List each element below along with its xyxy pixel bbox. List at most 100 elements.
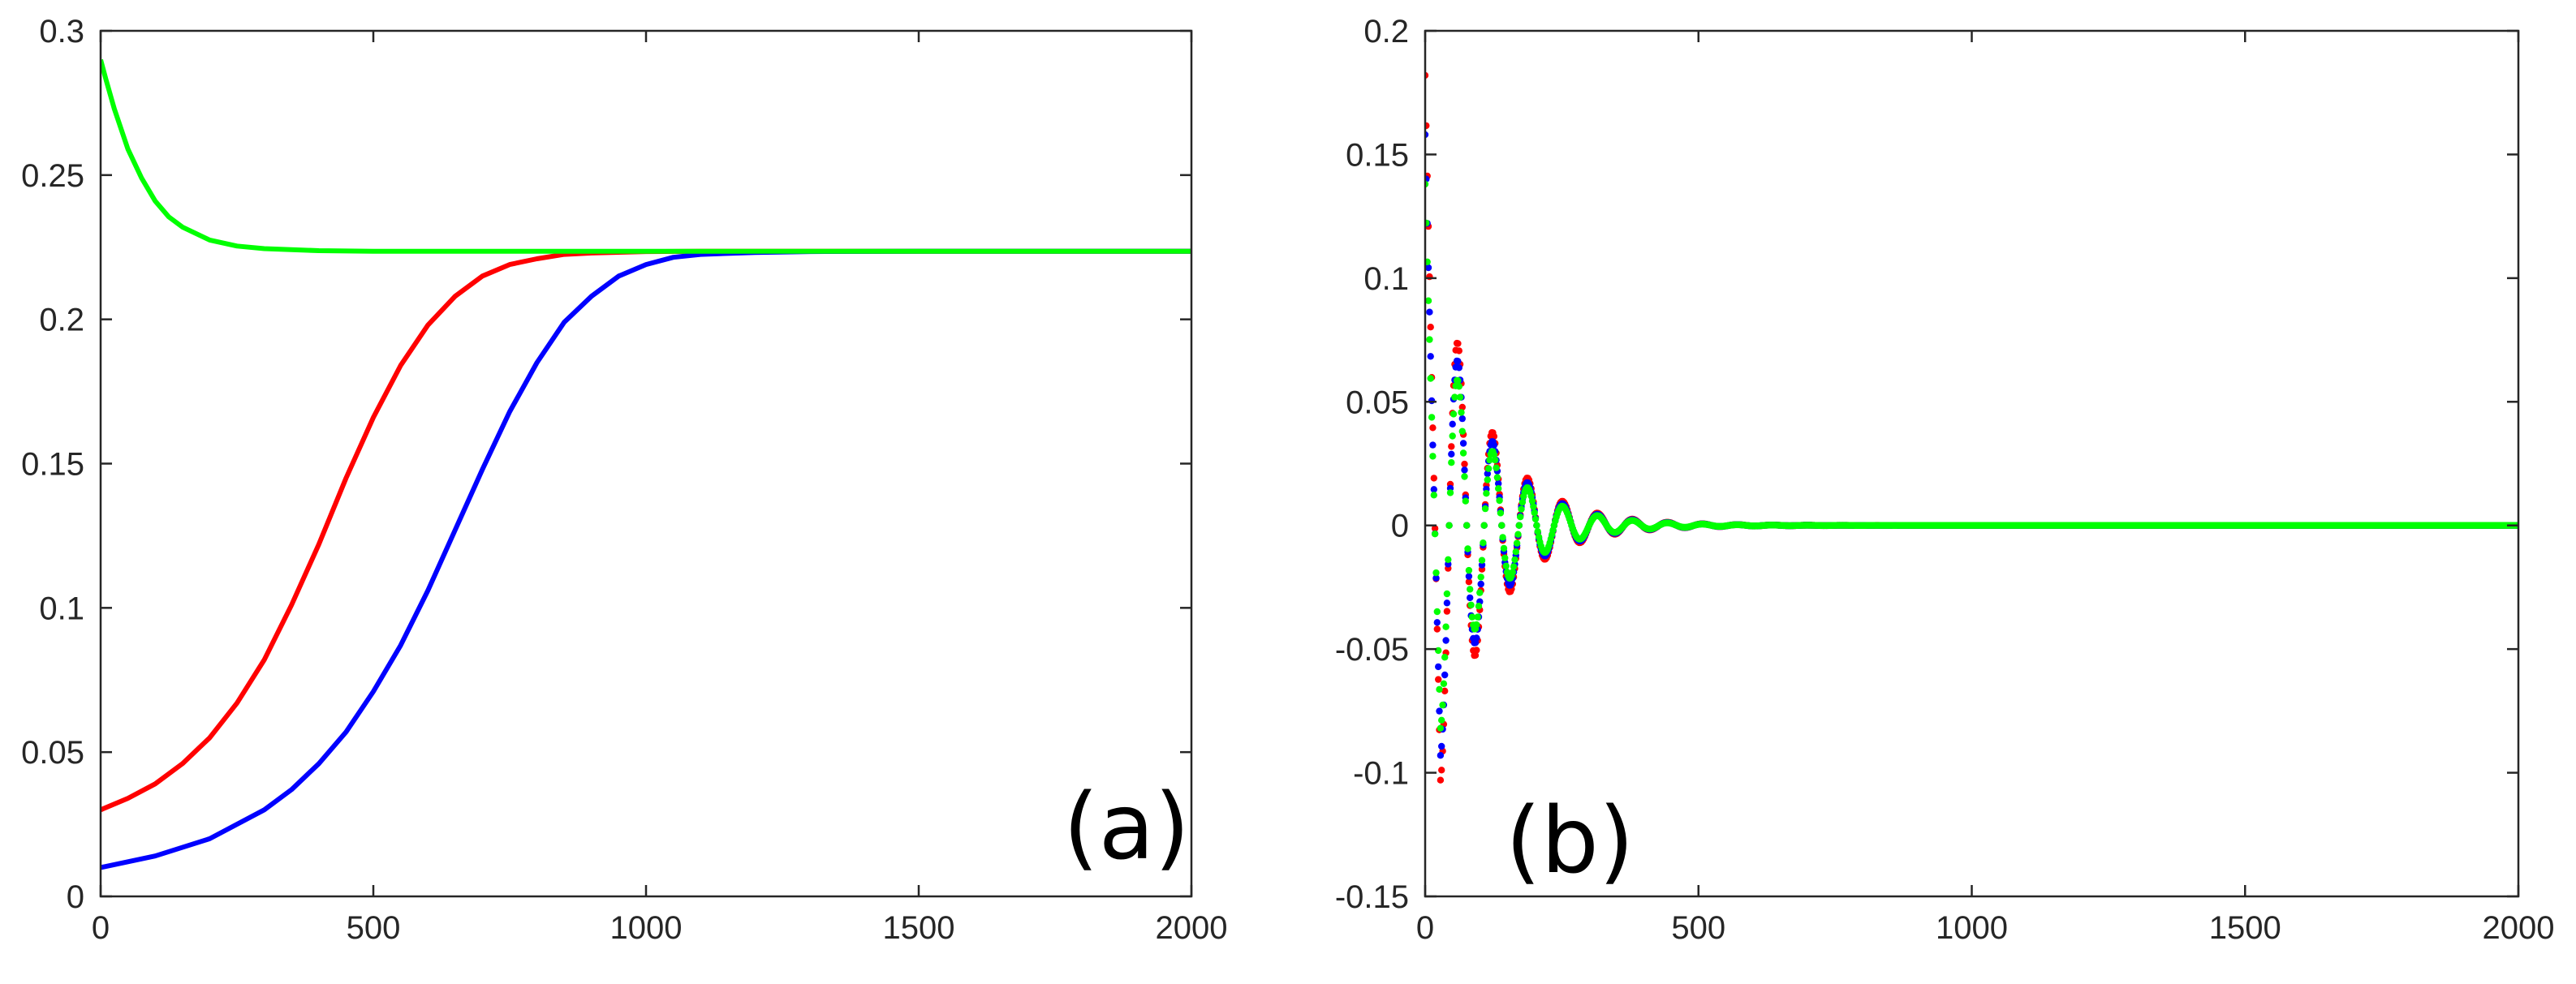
data-point — [1484, 476, 1492, 483]
data-point — [1461, 460, 1468, 468]
data-point — [1458, 409, 1465, 416]
data-point — [1492, 456, 1499, 464]
data-point — [1473, 621, 1480, 629]
data-point — [1430, 492, 1438, 499]
x-tick-label: 1000 — [610, 910, 683, 946]
series-points-1 — [1425, 131, 2518, 759]
data-point — [1441, 654, 1449, 661]
series-line-1 — [101, 248, 1191, 870]
data-point — [1429, 441, 1437, 449]
data-point — [1454, 377, 1462, 385]
data-point — [1454, 340, 1462, 347]
data-point — [1465, 578, 1473, 586]
x-tick-label: 1500 — [883, 910, 955, 946]
data-point — [1483, 490, 1490, 497]
data-point — [1498, 522, 1506, 529]
data-point — [1471, 651, 1480, 659]
data-point — [1430, 486, 1438, 493]
y-tick-label: 0.25 — [21, 158, 84, 194]
series-line-0 — [101, 248, 1191, 813]
plot-area — [101, 58, 1191, 870]
chart-panel-b: 0 500 1000 1500 2000 -0.15 -0.1 -0.05 0 0.05 0.1 0.… — [1335, 14, 2555, 946]
data-point — [1445, 556, 1452, 563]
data-point — [1433, 625, 1441, 633]
y-tick-label: 0 — [1391, 509, 1409, 544]
data-point — [1427, 375, 1434, 382]
data-point — [1441, 671, 1449, 679]
data-point — [1474, 613, 1481, 621]
data-point — [1517, 513, 1524, 521]
data-point — [1438, 742, 1445, 750]
panel-label: (a) — [1063, 775, 1190, 880]
data-point — [1495, 485, 1502, 492]
panel-label: (b) — [1506, 788, 1634, 894]
data-point — [1478, 561, 1486, 569]
data-point — [1446, 489, 1454, 496]
data-point — [1428, 414, 1436, 421]
y-tick-label: 0.3 — [39, 14, 84, 49]
data-point — [1476, 589, 1484, 596]
data-point — [1440, 680, 1448, 687]
data-point — [1448, 450, 1455, 458]
data-point — [1438, 716, 1445, 724]
series-points-2 — [1425, 180, 2518, 732]
x-tick-label: 2000 — [2483, 910, 2555, 946]
data-point — [1475, 603, 1483, 610]
data-point — [1480, 539, 1487, 547]
data-point — [1425, 297, 1432, 304]
data-point — [1490, 432, 1498, 440]
x-tick-label: 500 — [1671, 910, 1725, 946]
data-point — [1467, 594, 1474, 602]
data-point — [1490, 451, 1498, 458]
data-point — [1477, 574, 1484, 581]
data-point — [1438, 767, 1445, 774]
data-point — [1426, 336, 1433, 343]
data-point — [1431, 531, 1439, 538]
x-tick-label: 500 — [347, 910, 401, 946]
data-point — [1477, 580, 1484, 588]
data-point — [1443, 590, 1451, 598]
data-point — [1429, 424, 1437, 432]
data-point — [1513, 539, 1521, 547]
data-point — [1427, 324, 1434, 331]
data-point — [1433, 608, 1441, 616]
y-tick-label: 0 — [67, 879, 84, 915]
data-point — [1458, 428, 1467, 435]
data-point — [1484, 465, 1493, 472]
y-tick-label: 0.1 — [1363, 261, 1409, 297]
data-point — [1497, 509, 1505, 517]
data-point — [1455, 383, 1463, 390]
data-point — [1448, 459, 1455, 466]
data-point — [1533, 522, 1540, 529]
data-point — [1425, 122, 1430, 130]
data-point — [1432, 574, 1440, 582]
y-tick-label: -0.05 — [1335, 632, 1409, 668]
data-point — [1490, 441, 1498, 449]
data-point — [1486, 456, 1493, 464]
x-tick-label: 2000 — [1156, 910, 1228, 946]
axes-frame — [1424, 29, 2520, 898]
y-tick-label: 0.05 — [1346, 385, 1409, 420]
data-point — [1437, 724, 1445, 732]
data-point — [1473, 647, 1480, 654]
data-point — [1499, 534, 1506, 541]
series-points-0 — [1425, 71, 2518, 784]
data-point — [1461, 473, 1468, 480]
data-point — [1451, 393, 1458, 401]
plot-area — [1425, 71, 2518, 784]
y-tick-label: 0.05 — [21, 735, 84, 771]
data-point — [1500, 544, 1508, 552]
y-tick-label: 0.1 — [39, 591, 84, 626]
axes-frame — [99, 29, 1193, 898]
chart-panel-a: 0 500 1000 1500 2000 0 0.05 0.1 0.15 0.2 0.25 0.3 (a… — [21, 14, 1227, 946]
data-point — [1426, 308, 1433, 316]
data-point — [1464, 545, 1471, 552]
data-point — [1458, 415, 1467, 423]
data-point — [1450, 410, 1458, 418]
data-point — [1425, 264, 1432, 272]
data-point — [1425, 258, 1431, 265]
data-point — [1445, 522, 1453, 529]
data-point — [1449, 432, 1456, 440]
data-point — [1467, 601, 1475, 608]
